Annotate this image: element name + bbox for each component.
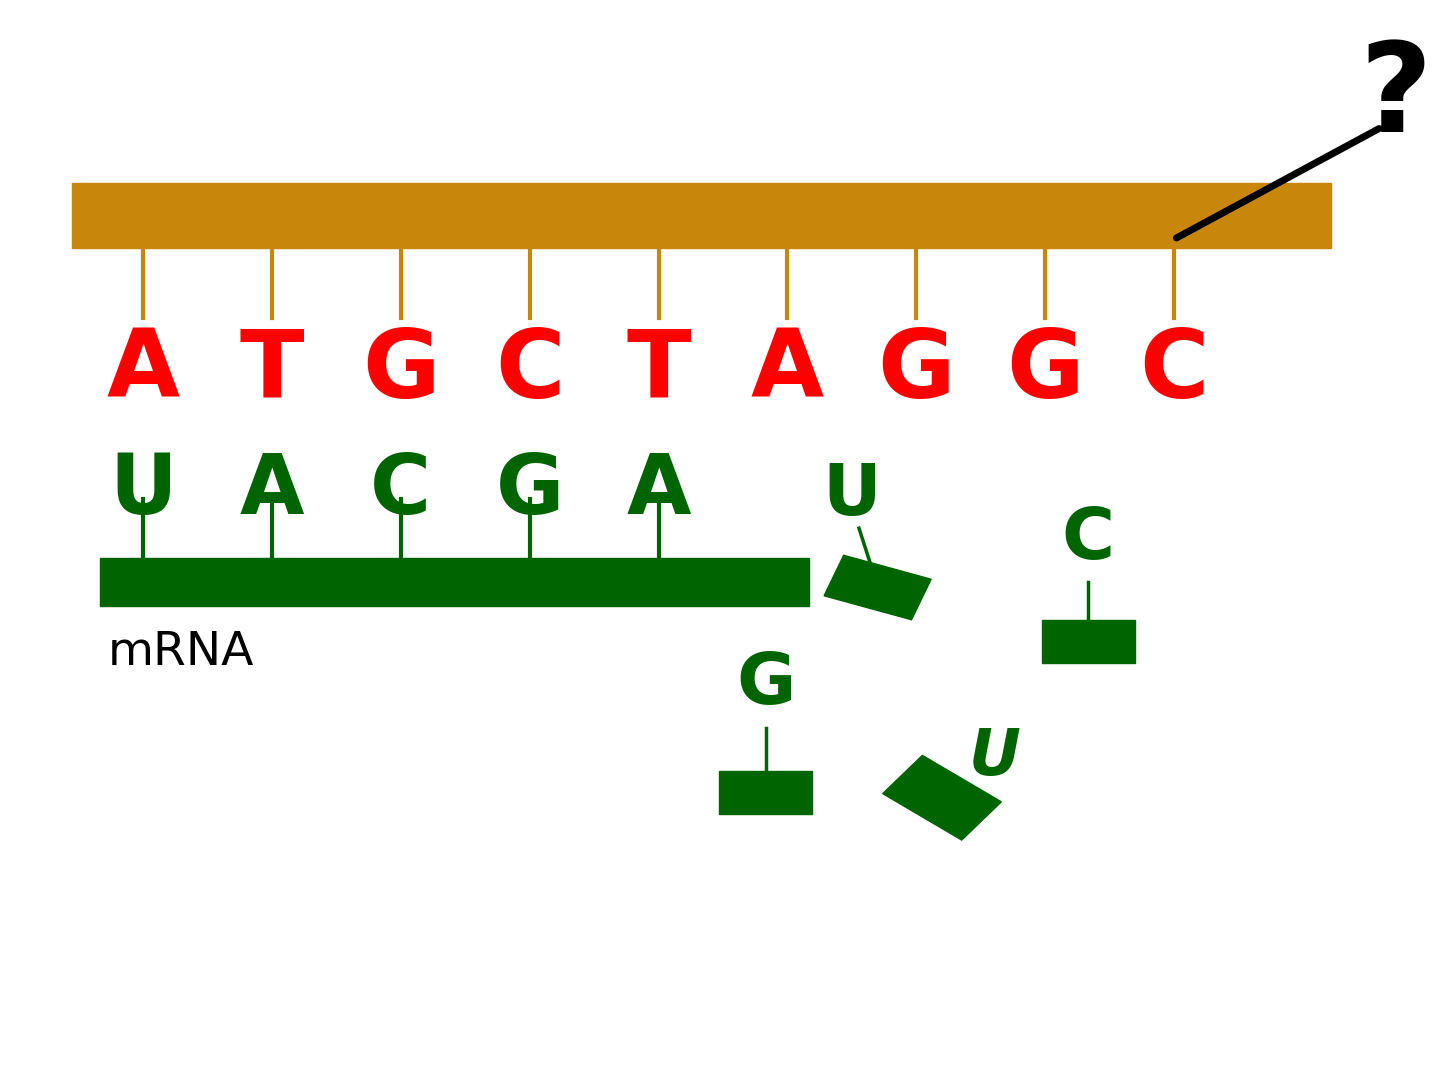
Polygon shape bbox=[720, 771, 812, 814]
Polygon shape bbox=[824, 555, 932, 620]
Text: A: A bbox=[107, 326, 180, 418]
Text: G: G bbox=[877, 326, 955, 418]
Text: U: U bbox=[109, 450, 177, 531]
Text: mRNA: mRNA bbox=[108, 630, 253, 675]
Text: T: T bbox=[240, 326, 304, 418]
Text: A: A bbox=[750, 326, 824, 418]
Text: C: C bbox=[370, 450, 432, 531]
Text: T: T bbox=[626, 326, 691, 418]
Text: C: C bbox=[1139, 326, 1208, 418]
Polygon shape bbox=[883, 756, 1001, 840]
Text: G: G bbox=[361, 326, 439, 418]
Text: C: C bbox=[1061, 505, 1115, 573]
Text: U: U bbox=[969, 725, 1021, 788]
Text: C: C bbox=[495, 326, 564, 418]
Text: A: A bbox=[626, 450, 691, 531]
Bar bbox=[72, 183, 1332, 248]
Text: ?: ? bbox=[1359, 37, 1433, 157]
Text: A: A bbox=[240, 450, 304, 531]
Text: U: U bbox=[822, 461, 881, 530]
Polygon shape bbox=[1041, 620, 1135, 663]
Text: G: G bbox=[1007, 326, 1084, 418]
Text: G: G bbox=[736, 650, 796, 719]
Text: G: G bbox=[495, 450, 564, 531]
Bar bbox=[101, 558, 809, 606]
